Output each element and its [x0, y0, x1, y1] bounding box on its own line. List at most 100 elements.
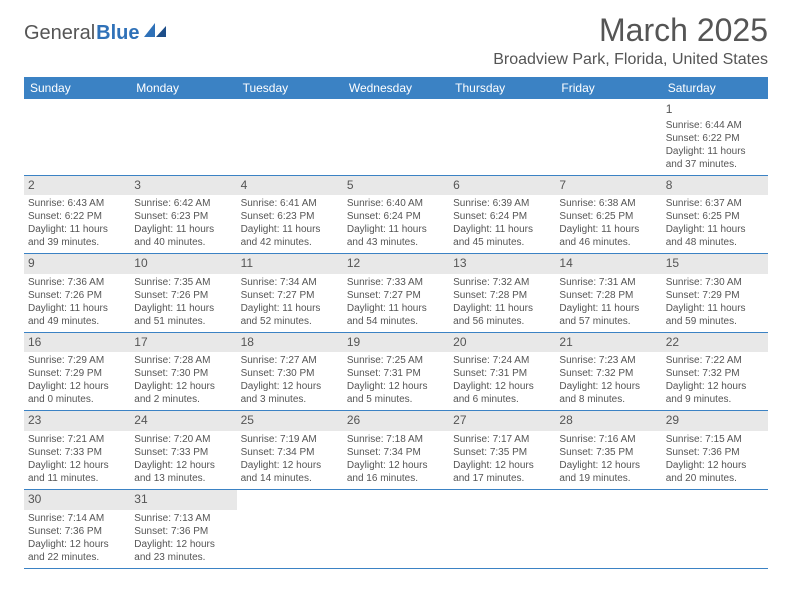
day-cell: 1Sunrise: 6:44 AMSunset: 6:22 PMDaylight… — [662, 99, 768, 175]
sunset-text: Sunset: 6:24 PM — [347, 210, 445, 223]
day-cell: 16Sunrise: 7:29 AMSunset: 7:29 PMDayligh… — [24, 333, 130, 411]
daylight-text: Daylight: 12 hours and 2 minutes. — [134, 380, 232, 406]
day-cell — [237, 490, 343, 568]
day-cell — [555, 99, 661, 175]
day-number: 15 — [662, 254, 768, 274]
day-cell — [343, 490, 449, 568]
day-cell: 23Sunrise: 7:21 AMSunset: 7:33 PMDayligh… — [24, 411, 130, 489]
day-cell: 27Sunrise: 7:17 AMSunset: 7:35 PMDayligh… — [449, 411, 555, 489]
day-number: 3 — [130, 176, 236, 196]
daylight-text: Daylight: 12 hours and 5 minutes. — [347, 380, 445, 406]
sunrise-text: Sunrise: 7:20 AM — [134, 433, 232, 446]
day-cell — [24, 99, 130, 175]
day-cell: 17Sunrise: 7:28 AMSunset: 7:30 PMDayligh… — [130, 333, 236, 411]
daylight-text: Daylight: 11 hours and 56 minutes. — [453, 302, 551, 328]
week-row: 9Sunrise: 7:36 AMSunset: 7:26 PMDaylight… — [24, 254, 768, 333]
daylight-text: Daylight: 12 hours and 22 minutes. — [28, 538, 126, 564]
day-number: 8 — [662, 176, 768, 196]
daylight-text: Daylight: 12 hours and 13 minutes. — [134, 459, 232, 485]
daylight-text: Daylight: 12 hours and 9 minutes. — [666, 380, 764, 406]
sunset-text: Sunset: 7:29 PM — [666, 289, 764, 302]
weekday-friday: Friday — [555, 77, 661, 99]
logo: GeneralBlue — [24, 22, 166, 45]
weekday-wednesday: Wednesday — [343, 77, 449, 99]
day-cell: 5Sunrise: 6:40 AMSunset: 6:24 PMDaylight… — [343, 176, 449, 254]
day-cell: 6Sunrise: 6:39 AMSunset: 6:24 PMDaylight… — [449, 176, 555, 254]
daylight-text: Daylight: 12 hours and 0 minutes. — [28, 380, 126, 406]
daylight-text: Daylight: 12 hours and 17 minutes. — [453, 459, 551, 485]
sunset-text: Sunset: 6:24 PM — [453, 210, 551, 223]
sunrise-text: Sunrise: 7:29 AM — [28, 354, 126, 367]
week-row: 1Sunrise: 6:44 AMSunset: 6:22 PMDaylight… — [24, 99, 768, 176]
sunset-text: Sunset: 7:34 PM — [347, 446, 445, 459]
sunrise-text: Sunrise: 6:41 AM — [241, 197, 339, 210]
sunset-text: Sunset: 6:23 PM — [134, 210, 232, 223]
sunset-text: Sunset: 7:35 PM — [559, 446, 657, 459]
daylight-text: Daylight: 11 hours and 46 minutes. — [559, 223, 657, 249]
day-number: 30 — [24, 490, 130, 510]
day-cell: 19Sunrise: 7:25 AMSunset: 7:31 PMDayligh… — [343, 333, 449, 411]
sunset-text: Sunset: 7:31 PM — [347, 367, 445, 380]
sunrise-text: Sunrise: 7:13 AM — [134, 512, 232, 525]
day-number: 14 — [555, 254, 661, 274]
daylight-text: Daylight: 11 hours and 37 minutes. — [666, 145, 764, 171]
sunset-text: Sunset: 6:25 PM — [559, 210, 657, 223]
sunrise-text: Sunrise: 7:35 AM — [134, 276, 232, 289]
day-cell: 29Sunrise: 7:15 AMSunset: 7:36 PMDayligh… — [662, 411, 768, 489]
title-block: March 2025 Broadview Park, Florida, Unit… — [493, 12, 768, 69]
daylight-text: Daylight: 11 hours and 48 minutes. — [666, 223, 764, 249]
sunset-text: Sunset: 7:30 PM — [134, 367, 232, 380]
daylight-text: Daylight: 11 hours and 39 minutes. — [28, 223, 126, 249]
daylight-text: Daylight: 12 hours and 8 minutes. — [559, 380, 657, 406]
sunrise-text: Sunrise: 7:28 AM — [134, 354, 232, 367]
day-number: 28 — [555, 411, 661, 431]
day-number: 25 — [237, 411, 343, 431]
sunrise-text: Sunrise: 7:23 AM — [559, 354, 657, 367]
sunset-text: Sunset: 7:27 PM — [347, 289, 445, 302]
sunrise-text: Sunrise: 7:34 AM — [241, 276, 339, 289]
sunrise-text: Sunrise: 7:32 AM — [453, 276, 551, 289]
daylight-text: Daylight: 12 hours and 19 minutes. — [559, 459, 657, 485]
sunset-text: Sunset: 7:28 PM — [453, 289, 551, 302]
day-number: 31 — [130, 490, 236, 510]
sunrise-text: Sunrise: 7:31 AM — [559, 276, 657, 289]
calendar: Sunday Monday Tuesday Wednesday Thursday… — [24, 77, 768, 569]
day-number: 29 — [662, 411, 768, 431]
week-row: 2Sunrise: 6:43 AMSunset: 6:22 PMDaylight… — [24, 176, 768, 255]
sunset-text: Sunset: 7:26 PM — [134, 289, 232, 302]
sunrise-text: Sunrise: 6:39 AM — [453, 197, 551, 210]
day-number: 13 — [449, 254, 555, 274]
day-cell: 4Sunrise: 6:41 AMSunset: 6:23 PMDaylight… — [237, 176, 343, 254]
daylight-text: Daylight: 11 hours and 40 minutes. — [134, 223, 232, 249]
day-cell: 30Sunrise: 7:14 AMSunset: 7:36 PMDayligh… — [24, 490, 130, 568]
daylight-text: Daylight: 12 hours and 3 minutes. — [241, 380, 339, 406]
day-number: 18 — [237, 333, 343, 353]
day-cell: 14Sunrise: 7:31 AMSunset: 7:28 PMDayligh… — [555, 254, 661, 332]
weekday-tuesday: Tuesday — [237, 77, 343, 99]
sunrise-text: Sunrise: 7:33 AM — [347, 276, 445, 289]
daylight-text: Daylight: 11 hours and 42 minutes. — [241, 223, 339, 249]
day-cell — [449, 99, 555, 175]
sunset-text: Sunset: 7:33 PM — [28, 446, 126, 459]
week-row: 30Sunrise: 7:14 AMSunset: 7:36 PMDayligh… — [24, 490, 768, 569]
day-number: 6 — [449, 176, 555, 196]
daylight-text: Daylight: 11 hours and 51 minutes. — [134, 302, 232, 328]
day-number: 17 — [130, 333, 236, 353]
day-cell: 8Sunrise: 6:37 AMSunset: 6:25 PMDaylight… — [662, 176, 768, 254]
day-cell: 25Sunrise: 7:19 AMSunset: 7:34 PMDayligh… — [237, 411, 343, 489]
daylight-text: Daylight: 12 hours and 14 minutes. — [241, 459, 339, 485]
sunrise-text: Sunrise: 6:43 AM — [28, 197, 126, 210]
day-cell: 11Sunrise: 7:34 AMSunset: 7:27 PMDayligh… — [237, 254, 343, 332]
day-cell — [130, 99, 236, 175]
day-number: 21 — [555, 333, 661, 353]
day-cell: 21Sunrise: 7:23 AMSunset: 7:32 PMDayligh… — [555, 333, 661, 411]
sunset-text: Sunset: 7:32 PM — [666, 367, 764, 380]
sunrise-text: Sunrise: 7:18 AM — [347, 433, 445, 446]
day-cell — [662, 490, 768, 568]
sunset-text: Sunset: 6:23 PM — [241, 210, 339, 223]
daylight-text: Daylight: 11 hours and 59 minutes. — [666, 302, 764, 328]
day-number: 12 — [343, 254, 449, 274]
weekday-sunday: Sunday — [24, 77, 130, 99]
daylight-text: Daylight: 12 hours and 16 minutes. — [347, 459, 445, 485]
day-cell — [449, 490, 555, 568]
